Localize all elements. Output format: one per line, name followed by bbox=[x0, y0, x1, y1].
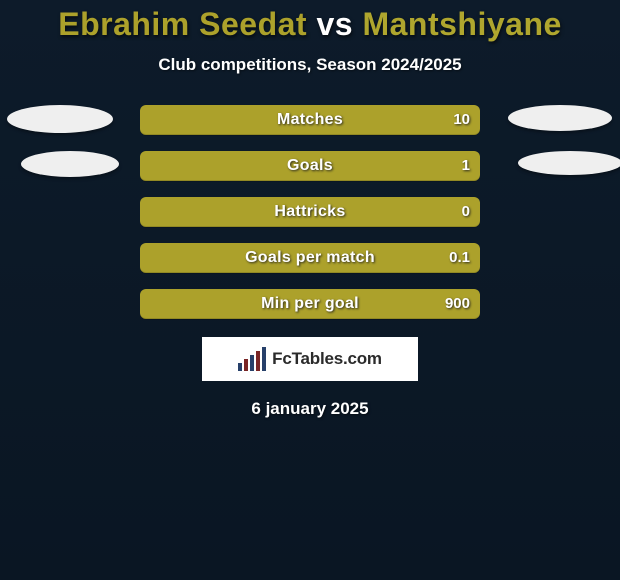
title-vs: vs bbox=[316, 6, 353, 42]
stat-bars: Matches10Goals1Hattricks0Goals per match… bbox=[140, 105, 480, 319]
logo-text: FcTables.com bbox=[272, 349, 382, 369]
stat-row: Hattricks0 bbox=[140, 197, 480, 227]
stat-label: Min per goal bbox=[140, 289, 480, 319]
stat-value-right: 900 bbox=[445, 289, 470, 319]
stat-value-right: 0 bbox=[462, 197, 470, 227]
stat-label: Hattricks bbox=[140, 197, 480, 227]
stat-row: Matches10 bbox=[140, 105, 480, 135]
title: Ebrahim Seedat vs Mantshiyane bbox=[0, 6, 620, 43]
stat-value-right: 10 bbox=[453, 105, 470, 135]
logo-box: FcTables.com bbox=[202, 337, 418, 381]
stat-row: Goals per match0.1 bbox=[140, 243, 480, 273]
comparison-container: Ebrahim Seedat vs Mantshiyane Club compe… bbox=[0, 0, 620, 419]
decorative-ellipse bbox=[7, 105, 113, 133]
title-player1: Ebrahim Seedat bbox=[58, 6, 307, 42]
stat-value-right: 1 bbox=[462, 151, 470, 181]
stat-label: Goals bbox=[140, 151, 480, 181]
decorative-ellipse bbox=[21, 151, 119, 177]
decorative-ellipse bbox=[508, 105, 612, 131]
stat-label: Matches bbox=[140, 105, 480, 135]
date: 6 january 2025 bbox=[0, 399, 620, 419]
stat-row: Goals1 bbox=[140, 151, 480, 181]
logo-bars-icon bbox=[238, 346, 268, 372]
subtitle: Club competitions, Season 2024/2025 bbox=[0, 55, 620, 75]
title-player2: Mantshiyane bbox=[362, 6, 561, 42]
decorative-ellipse bbox=[518, 151, 620, 175]
stat-label: Goals per match bbox=[140, 243, 480, 273]
stat-value-right: 0.1 bbox=[449, 243, 470, 273]
stat-row: Min per goal900 bbox=[140, 289, 480, 319]
